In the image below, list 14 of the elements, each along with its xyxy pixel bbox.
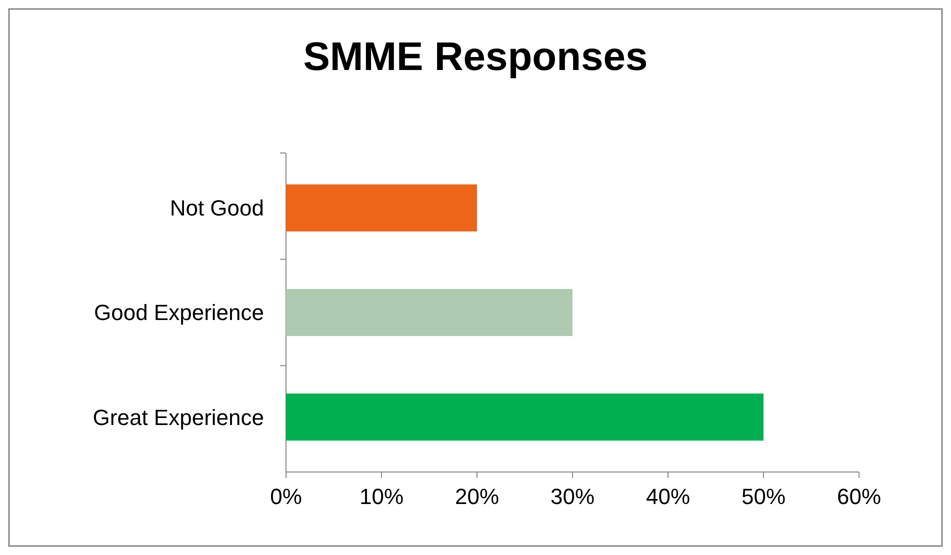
x-tick-label: 20%: [454, 484, 500, 509]
x-tick-label: 50%: [741, 484, 786, 509]
x-tick-label: 0%: [270, 484, 302, 509]
x-tick-label: 60%: [836, 484, 882, 509]
y-tick-label: Great Experience: [92, 404, 264, 430]
chart-title: SMME Responses: [303, 35, 648, 79]
x-tick-label: 10%: [359, 484, 404, 509]
y-tick-label: Not Good: [170, 196, 264, 221]
bar: [286, 288, 572, 336]
x-tick-label: 40%: [646, 484, 690, 509]
y-tick-label: Good Experience: [94, 300, 264, 326]
bar: [286, 184, 477, 232]
x-tick-label: 30%: [550, 484, 595, 509]
bar: [286, 394, 764, 441]
